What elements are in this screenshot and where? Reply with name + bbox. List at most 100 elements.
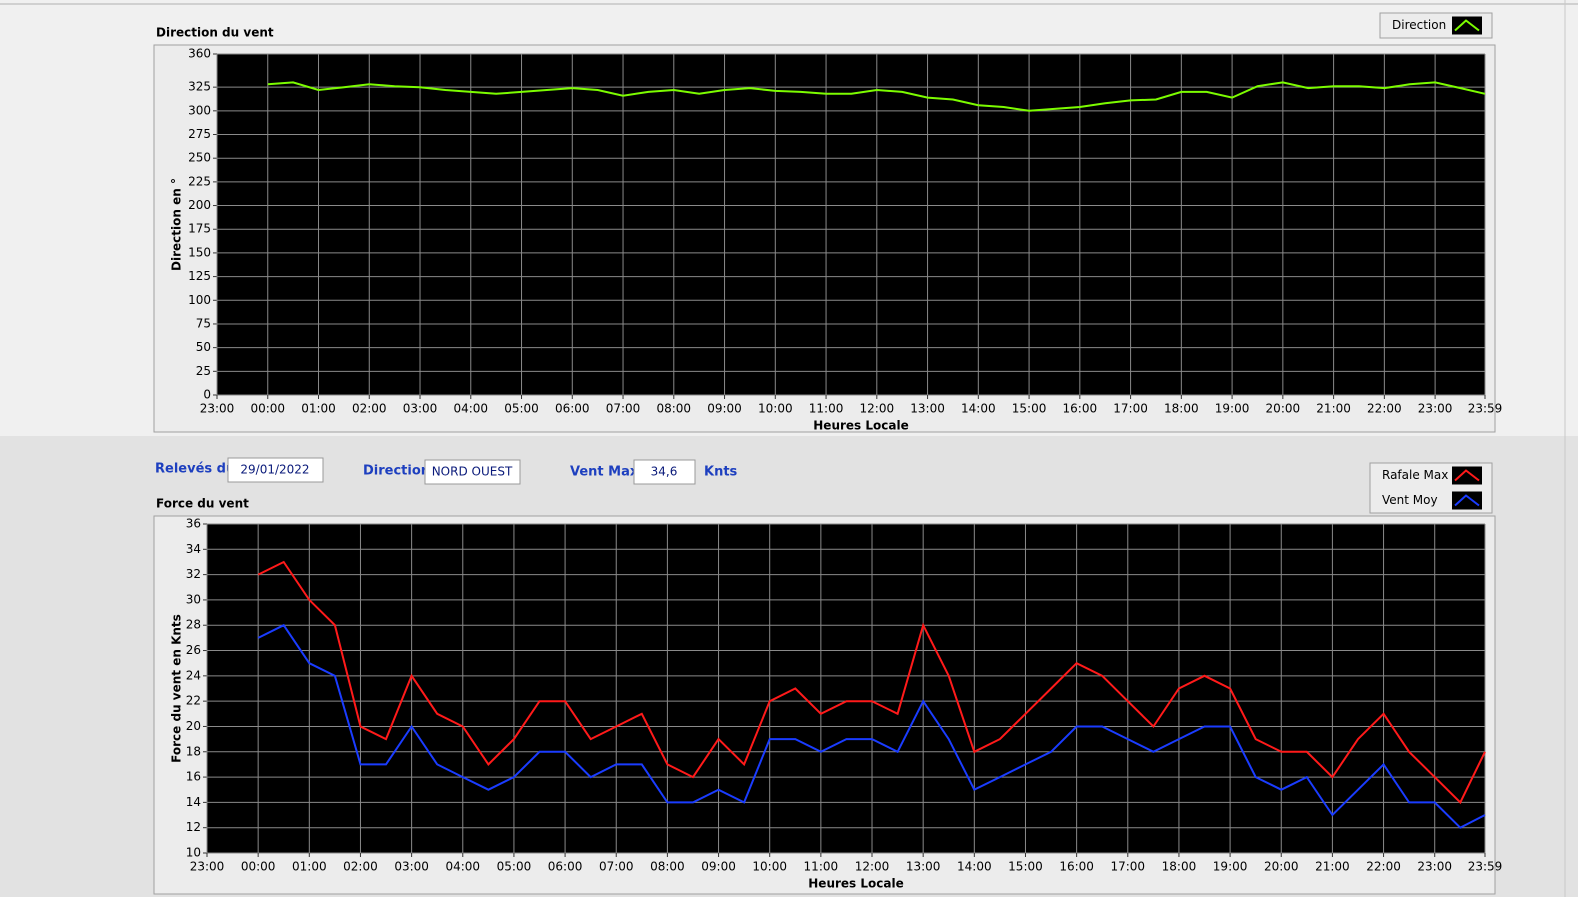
y-tick-label: 275 [188, 127, 211, 141]
x-tick-label: 22:00 [1367, 402, 1402, 416]
x-tick-label: 11:00 [804, 860, 839, 874]
x-tick-label: 11:00 [809, 402, 844, 416]
x-tick-label: 09:00 [707, 402, 742, 416]
direction-label: Direction [363, 464, 430, 479]
y-tick-label: 150 [188, 245, 211, 259]
y-tick-label: 26 [186, 643, 201, 657]
x-tick-label: 15:00 [1008, 860, 1043, 874]
y-tick-label: 18 [186, 744, 201, 758]
x-tick-label: 10:00 [758, 402, 793, 416]
y-tick-label: 225 [188, 174, 211, 188]
x-tick-label: 02:00 [352, 402, 387, 416]
legend-swatch-bg [1452, 16, 1482, 35]
direction-field[interactable] [424, 459, 521, 485]
x-tick-label: 00:00 [241, 860, 276, 874]
x-tick-label: 20:00 [1266, 402, 1301, 416]
x-tick-label: 13:00 [910, 402, 945, 416]
legend-label: Vent Moy [1382, 493, 1438, 507]
x-tick-label: 23:59 [1468, 860, 1503, 874]
legend-swatch [1454, 19, 1480, 32]
legend-swatch [1454, 469, 1480, 482]
legend-swatch-bg [1452, 491, 1482, 510]
x-tick-label: 08:00 [650, 860, 685, 874]
y-tick-label: 125 [188, 269, 211, 283]
y-tick-label: 250 [188, 151, 211, 165]
x-tick-label: 03:00 [403, 402, 438, 416]
plot-area [207, 524, 1485, 853]
chart-title: Force du vent [156, 497, 249, 511]
y-tick-label: 24 [186, 668, 201, 682]
max-unit: Knts [704, 465, 738, 480]
max-label: Vent Max [570, 465, 639, 480]
y-tick-label: 175 [188, 222, 211, 236]
max-value: 34,6 [651, 465, 678, 479]
date-field[interactable] [227, 457, 324, 483]
x-tick-label: 21:00 [1315, 860, 1350, 874]
y-tick-label: 100 [188, 293, 211, 307]
data-line [257, 623, 1486, 829]
y-tick-label: 34 [186, 542, 201, 556]
y-tick-label: 30 [186, 592, 201, 606]
x-tick-label: 14:00 [957, 860, 992, 874]
y-tick-label: 22 [186, 694, 201, 708]
x-tick-label: 02:00 [343, 860, 378, 874]
x-tick-label: 23:59 [1468, 402, 1503, 416]
x-tick-label: 16:00 [1063, 402, 1098, 416]
y-tick-label: 32 [186, 567, 201, 581]
x-tick-label: 13:00 [906, 860, 941, 874]
y-tick-label: 200 [188, 198, 211, 212]
x-tick-label: 08:00 [656, 402, 691, 416]
x-tick-label: 23:00 [190, 860, 225, 874]
y-tick-label: 325 [188, 80, 211, 94]
date-label: Relevés du [155, 462, 235, 477]
y-tick-label: 16 [186, 770, 201, 784]
legend-label: Direction [1392, 18, 1446, 32]
x-tick-label: 09:00 [701, 860, 736, 874]
x-tick-label: 12:00 [855, 860, 890, 874]
direction-value: NORD OUEST [432, 465, 513, 479]
x-tick-label: 01:00 [301, 402, 336, 416]
x-tick-label: 16:00 [1059, 860, 1094, 874]
x-tick-label: 17:00 [1110, 860, 1145, 874]
y-tick-label: 10 [186, 846, 201, 860]
x-tick-label: 19:00 [1215, 402, 1250, 416]
legend-swatch [1454, 494, 1480, 507]
x-tick-label: 14:00 [961, 402, 996, 416]
x-axis-label: Heures Locale [808, 877, 903, 891]
legend-swatch-bg [1452, 466, 1482, 485]
x-tick-label: 23:00 [1417, 860, 1452, 874]
y-tick-label: 300 [188, 103, 211, 117]
x-tick-label: 04:00 [445, 860, 480, 874]
data-line [267, 81, 1486, 112]
y-tick-label: 36 [186, 517, 201, 531]
y-tick-label: 0 [203, 388, 211, 402]
x-tick-label: 00:00 [250, 402, 285, 416]
legend-label: Rafale Max [1382, 468, 1448, 482]
x-tick-label: 18:00 [1162, 860, 1197, 874]
x-tick-label: 18:00 [1164, 402, 1199, 416]
y-tick-label: 14 [186, 795, 201, 809]
y-axis-label: Direction en ° [170, 178, 184, 271]
x-tick-label: 04:00 [453, 402, 488, 416]
x-axis-label: Heures Locale [813, 419, 908, 433]
data-line [257, 560, 1486, 805]
x-tick-label: 23:00 [1418, 402, 1453, 416]
x-tick-label: 12:00 [860, 402, 895, 416]
x-tick-label: 05:00 [497, 860, 532, 874]
x-tick-label: 23:00 [200, 402, 235, 416]
x-tick-label: 03:00 [394, 860, 429, 874]
x-tick-label: 10:00 [752, 860, 787, 874]
x-tick-label: 07:00 [606, 402, 641, 416]
y-axis-label: Force du vent en Knts [170, 614, 184, 763]
x-tick-label: 20:00 [1264, 860, 1299, 874]
y-tick-label: 12 [186, 820, 201, 834]
y-tick-label: 360 [188, 47, 211, 61]
x-tick-label: 15:00 [1012, 402, 1047, 416]
x-tick-label: 22:00 [1366, 860, 1401, 874]
x-tick-label: 07:00 [599, 860, 634, 874]
x-tick-label: 05:00 [504, 402, 539, 416]
plot-area [217, 54, 1485, 395]
x-tick-label: 06:00 [548, 860, 583, 874]
date-value: 29/01/2022 [240, 463, 309, 477]
max-field[interactable] [633, 459, 696, 485]
